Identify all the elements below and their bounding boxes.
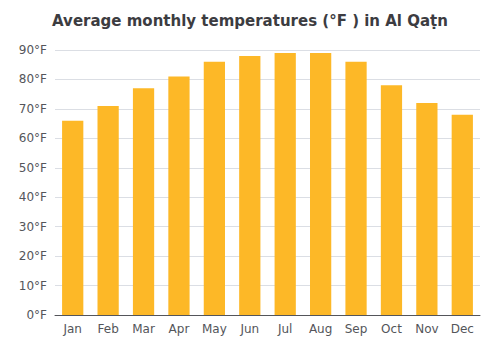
svg-text:Jul: Jul <box>277 322 292 336</box>
svg-text:90°F: 90°F <box>19 43 47 57</box>
svg-text:60°F: 60°F <box>19 131 47 145</box>
svg-text:10°F: 10°F <box>19 279 47 293</box>
svg-text:Nov: Nov <box>415 322 438 336</box>
svg-text:50°F: 50°F <box>19 161 47 175</box>
svg-text:0°F: 0°F <box>26 308 47 322</box>
svg-text:70°F: 70°F <box>19 102 47 116</box>
svg-text:Aug: Aug <box>309 322 332 336</box>
svg-text:Sep: Sep <box>345 322 368 336</box>
svg-text:Dec: Dec <box>451 322 474 336</box>
svg-text:May: May <box>202 322 227 336</box>
svg-text:Apr: Apr <box>169 322 190 336</box>
svg-text:Average monthly temperatures (: Average monthly temperatures (°F ) in Al… <box>52 12 448 30</box>
svg-text:Jan: Jan <box>62 322 82 336</box>
svg-text:40°F: 40°F <box>19 190 47 204</box>
svg-text:80°F: 80°F <box>19 72 47 86</box>
svg-text:30°F: 30°F <box>19 220 47 234</box>
svg-text:Mar: Mar <box>132 322 155 336</box>
svg-text:Feb: Feb <box>98 322 119 336</box>
svg-text:20°F: 20°F <box>19 249 47 263</box>
svg-text:Oct: Oct <box>381 322 402 336</box>
svg-text:Jun: Jun <box>239 322 259 336</box>
